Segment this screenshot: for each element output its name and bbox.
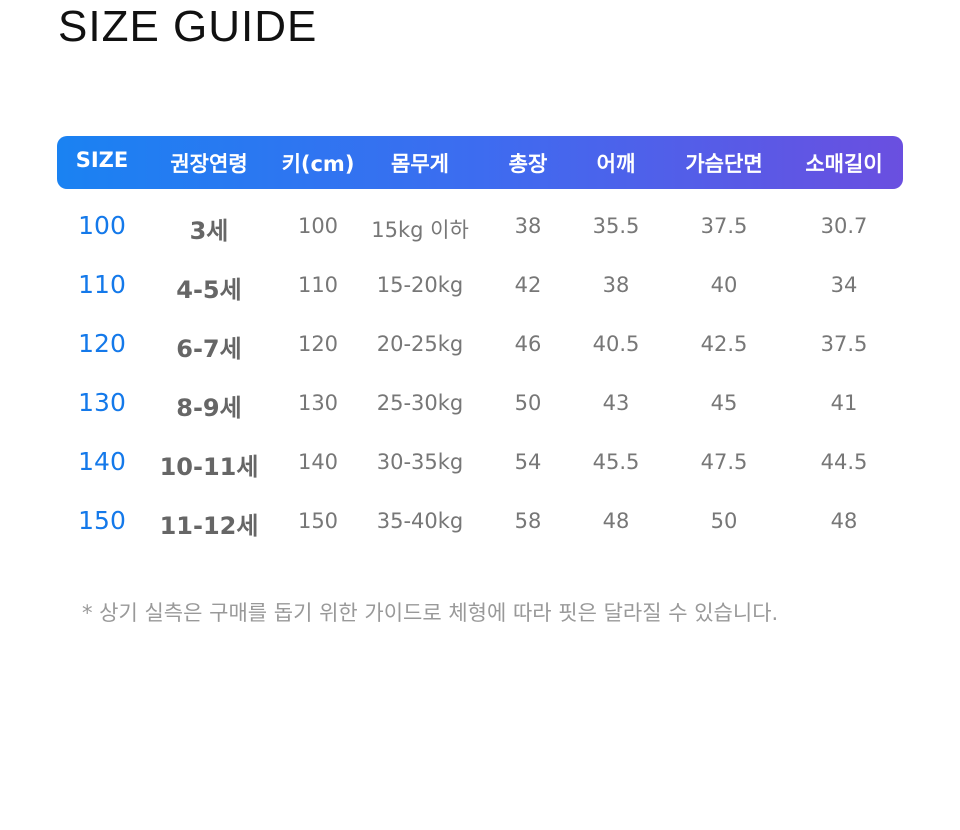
table-row: 110 4-5세 110 15-20kg 42 38 40 34 [0,270,960,310]
table-cell: 34 [830,273,858,297]
table-cell: 30-35kg [376,450,464,474]
table-cell: 110 [78,270,126,299]
table-cell: 150 [297,509,339,533]
table-cell: 37.5 [700,214,748,238]
table-cell: 110 [297,273,339,297]
table-cell: 130 [297,391,339,415]
column-header: 어깨 [596,152,636,176]
column-header: 권장연령 [170,152,248,176]
table-cell: 140 [78,447,126,476]
table-cell: 47.5 [700,450,748,474]
table-cell: 15-20kg [376,273,464,297]
footnote: * 상기 실측은 구매를 돕기 위한 가이드로 체형에 따라 핏은 달라질 수 … [82,601,779,625]
table-cell: 6-7세 [176,335,242,363]
table-row: 100 3세 100 15kg 이하 38 35.5 37.5 30.7 [0,211,960,251]
table-cell: 44.5 [820,450,868,474]
column-header: SIZE [75,148,129,172]
table-cell: 35-40kg [376,509,464,533]
table-cell: 58 [514,509,542,533]
table-cell: 40.5 [592,332,640,356]
column-header: 소매길이 [805,152,883,176]
table-cell: 40 [710,273,738,297]
table-cell: 4-5세 [176,276,242,304]
table-cell: 37.5 [820,332,868,356]
table-cell: 25-30kg [376,391,464,415]
column-header: 가슴단면 [685,152,763,176]
table-cell: 50 [514,391,542,415]
table-cell: 10-11세 [159,453,259,481]
table-cell: 50 [710,509,738,533]
table-cell: 48 [830,509,858,533]
table-cell: 3세 [189,217,229,245]
table-cell: 42.5 [700,332,748,356]
table-row: 120 6-7세 120 20-25kg 46 40.5 42.5 37.5 [0,329,960,369]
table-row: 140 10-11세 140 30-35kg 54 45.5 47.5 44.5 [0,447,960,487]
table-cell: 54 [514,450,542,474]
table-cell: 8-9세 [176,394,242,422]
table-cell: 41 [830,391,858,415]
column-header: 키(cm) [281,152,355,176]
table-row: 150 11-12세 150 35-40kg 58 48 50 48 [0,506,960,546]
table-cell: 20-25kg [376,332,464,356]
table-cell: 35.5 [592,214,640,238]
table-cell: 38 [602,273,630,297]
table-cell: 120 [297,332,339,356]
table-cell: 100 [78,211,126,240]
table-cell: 48 [602,509,630,533]
table-cell: 140 [297,450,339,474]
table-cell: 45.5 [592,450,640,474]
column-header: 몸무게 [391,152,449,176]
table-cell: 100 [297,214,339,238]
table-header: SIZE 권장연령 키(cm) 몸무게 총장 어깨 가슴단면 소매길이 [57,136,903,189]
table-cell: 15kg 이하 [371,218,469,242]
table-cell: 42 [514,273,542,297]
table-cell: 130 [78,388,126,417]
table-cell: 38 [514,214,542,238]
table-cell: 45 [710,391,738,415]
table-row: 130 8-9세 130 25-30kg 50 43 45 41 [0,388,960,428]
table-cell: 150 [78,506,126,535]
table-cell: 120 [78,329,126,358]
table-cell: 30.7 [820,214,868,238]
table-cell: 11-12세 [159,512,259,540]
table-cell: 46 [514,332,542,356]
table-cell: 43 [602,391,630,415]
column-header: 총장 [508,152,548,176]
page-title: SIZE GUIDE [58,2,318,51]
